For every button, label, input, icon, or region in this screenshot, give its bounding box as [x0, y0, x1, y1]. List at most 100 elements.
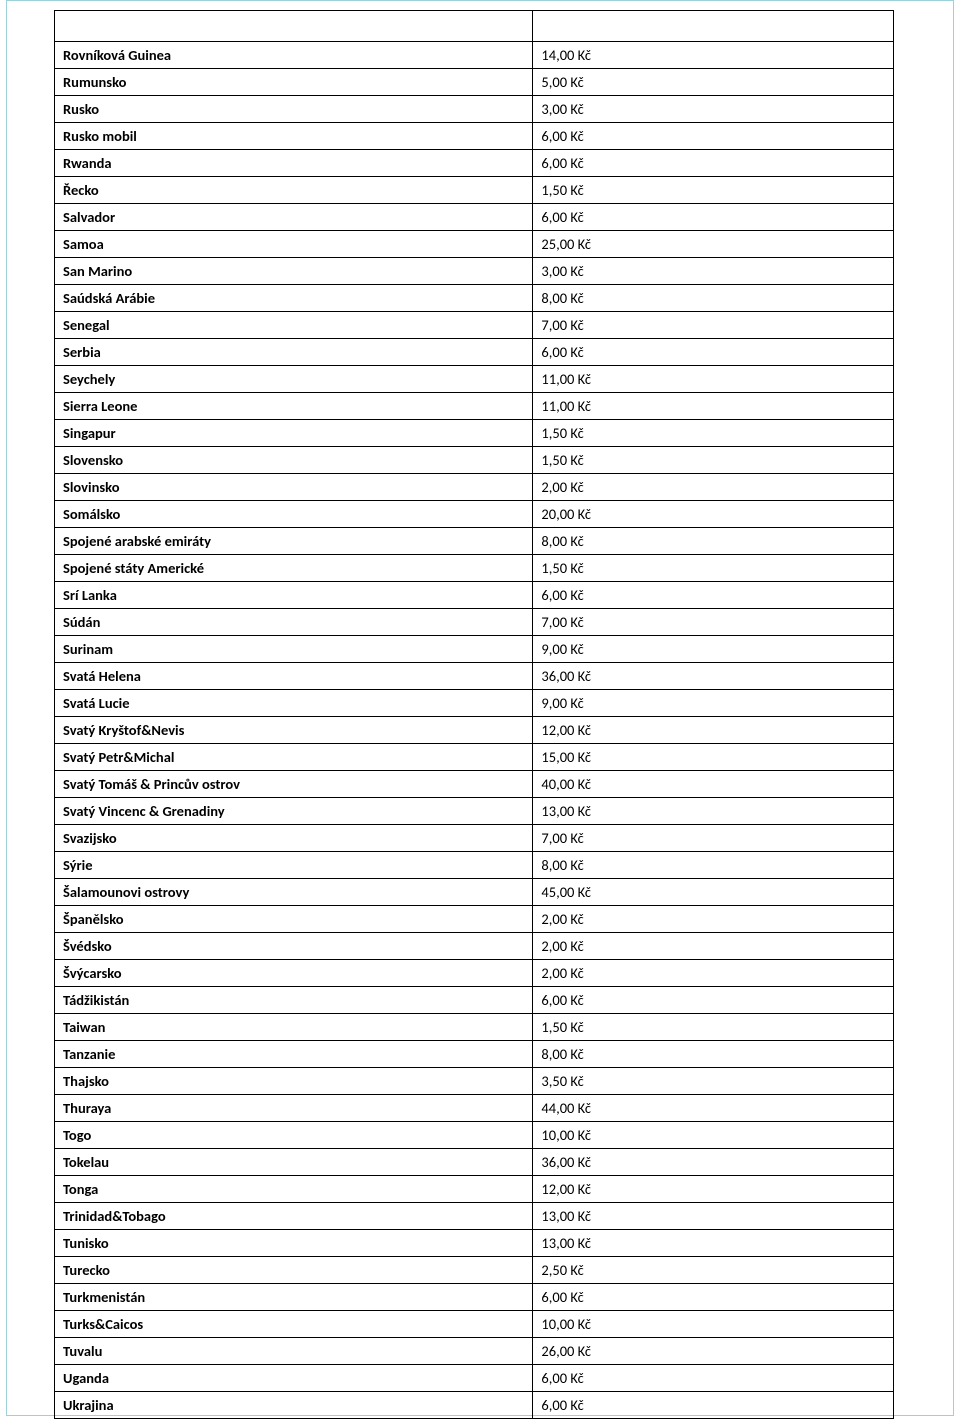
country-cell: Šalamounovi ostrovy: [55, 879, 533, 906]
table-row: Salvador6,00 Kč: [55, 204, 894, 231]
table-row: Svazijsko7,00 Kč: [55, 825, 894, 852]
country-cell: Togo: [55, 1122, 533, 1149]
price-cell: 36,00 Kč: [533, 663, 894, 690]
price-cell: 1,50 Kč: [533, 420, 894, 447]
price-cell: 8,00 Kč: [533, 1041, 894, 1068]
country-cell: Turks&Caicos: [55, 1311, 533, 1338]
content-area: Rovníková Guinea14,00 KčRumunsko5,00 KčR…: [54, 10, 894, 1419]
price-cell: 2,50 Kč: [533, 1257, 894, 1284]
country-cell: Švédsko: [55, 933, 533, 960]
country-cell: Uganda: [55, 1365, 533, 1392]
price-cell: 45,00 Kč: [533, 879, 894, 906]
price-cell: 7,00 Kč: [533, 825, 894, 852]
country-cell: San Marino: [55, 258, 533, 285]
table-row: Sierra Leone11,00 Kč: [55, 393, 894, 420]
country-cell: Tuvalu: [55, 1338, 533, 1365]
price-cell: 13,00 Kč: [533, 1203, 894, 1230]
country-cell: Tokelau: [55, 1149, 533, 1176]
price-cell: 15,00 Kč: [533, 744, 894, 771]
table-row: Trinidad&Tobago13,00 Kč: [55, 1203, 894, 1230]
country-cell: Salvador: [55, 204, 533, 231]
table-row: Rusko3,00 Kč: [55, 96, 894, 123]
table-row: Thajsko3,50 Kč: [55, 1068, 894, 1095]
table-body: Rovníková Guinea14,00 KčRumunsko5,00 KčR…: [55, 11, 894, 1419]
table-header-row: [55, 11, 894, 42]
price-cell: 2,00 Kč: [533, 960, 894, 987]
table-row: Samoa25,00 Kč: [55, 231, 894, 258]
table-row: Rwanda6,00 Kč: [55, 150, 894, 177]
price-cell: 1,50 Kč: [533, 177, 894, 204]
country-cell: Svatá Lucie: [55, 690, 533, 717]
table-row: Svatý Vincenc & Grenadiny13,00 Kč: [55, 798, 894, 825]
table-row: Spojené státy Americké1,50 Kč: [55, 555, 894, 582]
price-cell: 12,00 Kč: [533, 1176, 894, 1203]
price-cell: 3,00 Kč: [533, 96, 894, 123]
price-cell: 11,00 Kč: [533, 393, 894, 420]
price-cell: 2,00 Kč: [533, 906, 894, 933]
price-cell: 2,00 Kč: [533, 933, 894, 960]
table-row: Slovensko1,50 Kč: [55, 447, 894, 474]
country-cell: Taiwan: [55, 1014, 533, 1041]
country-cell: Tunisko: [55, 1230, 533, 1257]
price-cell: 3,00 Kč: [533, 258, 894, 285]
table-row: Somálsko20,00 Kč: [55, 501, 894, 528]
price-cell: 1,50 Kč: [533, 1014, 894, 1041]
price-cell: 6,00 Kč: [533, 339, 894, 366]
country-cell: Španělsko: [55, 906, 533, 933]
country-cell: Serbia: [55, 339, 533, 366]
price-cell: 36,00 Kč: [533, 1149, 894, 1176]
country-cell: Ukrajina: [55, 1392, 533, 1419]
price-cell: 11,00 Kč: [533, 366, 894, 393]
table-row: Tonga12,00 Kč: [55, 1176, 894, 1203]
table-row: Súdán7,00 Kč: [55, 609, 894, 636]
price-cell: 25,00 Kč: [533, 231, 894, 258]
table-row: Tanzanie8,00 Kč: [55, 1041, 894, 1068]
table-row: Řecko1,50 Kč: [55, 177, 894, 204]
table-row: Svatý Petr&Michal15,00 Kč: [55, 744, 894, 771]
table-row: Tunisko13,00 Kč: [55, 1230, 894, 1257]
table-row: Švédsko2,00 Kč: [55, 933, 894, 960]
table-row: Tokelau36,00 Kč: [55, 1149, 894, 1176]
table-row: Seychely11,00 Kč: [55, 366, 894, 393]
table-row: Turkmenistán6,00 Kč: [55, 1284, 894, 1311]
price-cell: 6,00 Kč: [533, 150, 894, 177]
price-cell: 13,00 Kč: [533, 1230, 894, 1257]
country-cell: Svatý Vincenc & Grenadiny: [55, 798, 533, 825]
country-cell: Samoa: [55, 231, 533, 258]
price-cell: 5,00 Kč: [533, 69, 894, 96]
table-row: Svatý Kryštof&Nevis12,00 Kč: [55, 717, 894, 744]
price-cell: 9,00 Kč: [533, 690, 894, 717]
country-cell: Spojené arabské emiráty: [55, 528, 533, 555]
country-cell: Rusko mobil: [55, 123, 533, 150]
table-row: Tádžikistán6,00 Kč: [55, 987, 894, 1014]
country-cell: Rusko: [55, 96, 533, 123]
country-cell: Rwanda: [55, 150, 533, 177]
price-cell: 6,00 Kč: [533, 582, 894, 609]
table-row: Taiwan1,50 Kč: [55, 1014, 894, 1041]
country-cell: Svatý Kryštof&Nevis: [55, 717, 533, 744]
table-row: Surinam9,00 Kč: [55, 636, 894, 663]
header-cell-price: [533, 11, 894, 42]
price-cell: 8,00 Kč: [533, 285, 894, 312]
country-cell: Surinam: [55, 636, 533, 663]
country-cell: Slovensko: [55, 447, 533, 474]
country-cell: Srí Lanka: [55, 582, 533, 609]
country-cell: Slovinsko: [55, 474, 533, 501]
price-cell: 6,00 Kč: [533, 987, 894, 1014]
price-cell: 14,00 Kč: [533, 42, 894, 69]
price-cell: 3,50 Kč: [533, 1068, 894, 1095]
country-cell: Singapur: [55, 420, 533, 447]
table-row: Turecko2,50 Kč: [55, 1257, 894, 1284]
country-cell: Sierra Leone: [55, 393, 533, 420]
price-table: Rovníková Guinea14,00 KčRumunsko5,00 KčR…: [54, 10, 894, 1419]
table-row: Svatá Lucie9,00 Kč: [55, 690, 894, 717]
price-cell: 8,00 Kč: [533, 528, 894, 555]
price-cell: 10,00 Kč: [533, 1311, 894, 1338]
table-row: Rovníková Guinea14,00 Kč: [55, 42, 894, 69]
table-row: Srí Lanka6,00 Kč: [55, 582, 894, 609]
country-cell: Sýrie: [55, 852, 533, 879]
table-row: Singapur1,50 Kč: [55, 420, 894, 447]
country-cell: Rovníková Guinea: [55, 42, 533, 69]
country-cell: Thajsko: [55, 1068, 533, 1095]
price-cell: 40,00 Kč: [533, 771, 894, 798]
